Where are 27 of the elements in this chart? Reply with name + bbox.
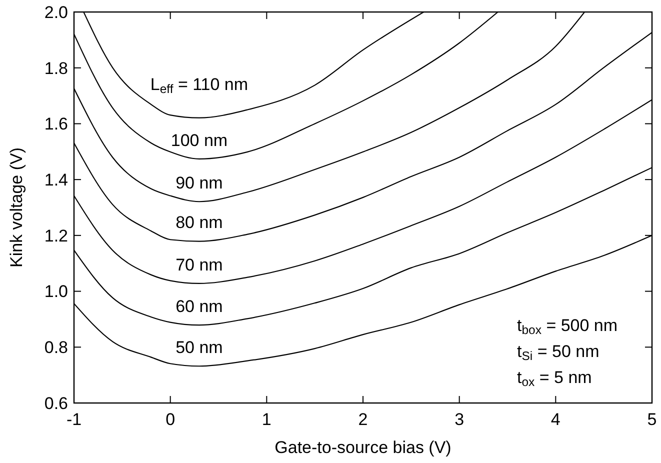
y-tick-label: 1.6	[44, 114, 68, 134]
annotation: 60 nm	[176, 297, 223, 316]
annotation: 90 nm	[176, 174, 223, 193]
x-tick-label: 3	[454, 410, 464, 429]
x-tick-label: 4	[550, 410, 560, 429]
y-tick-label: 1.8	[44, 58, 68, 78]
y-tick-label: 1.4	[44, 170, 68, 190]
annotation: L$_{eff}$ = 110 nm	[150, 74, 248, 96]
y-tick-label: 1.0	[44, 282, 68, 302]
x-axis-title: Gate-to-source bias (V)	[274, 438, 452, 457]
annotation: t$_{Si}$ = 50 nm	[517, 342, 600, 363]
x-tick-label: 1	[262, 410, 272, 429]
x-tick-label: 2	[358, 410, 368, 429]
y-tick-label: 0.6	[44, 394, 68, 413]
x-tick-label: 5	[647, 410, 657, 429]
annotation: 80 nm	[176, 213, 223, 232]
x-tick-label: -1	[66, 410, 82, 429]
y-axis-title: Kink voltage (V)	[7, 148, 26, 268]
x-tick-label: 0	[166, 410, 176, 429]
y-tick-label: 0.8	[44, 338, 68, 358]
annotation: t$_{ox}$ = 5 nm	[517, 368, 592, 389]
annotation: 100 nm	[170, 130, 228, 150]
annotation: 70 nm	[176, 255, 223, 274]
y-tick-label: 2.0	[44, 2, 68, 22]
annotation: t$_{box}$ = 500 nm	[517, 316, 618, 337]
annotation: 50 nm	[176, 338, 223, 358]
y-tick-label: 1.2	[44, 226, 68, 246]
